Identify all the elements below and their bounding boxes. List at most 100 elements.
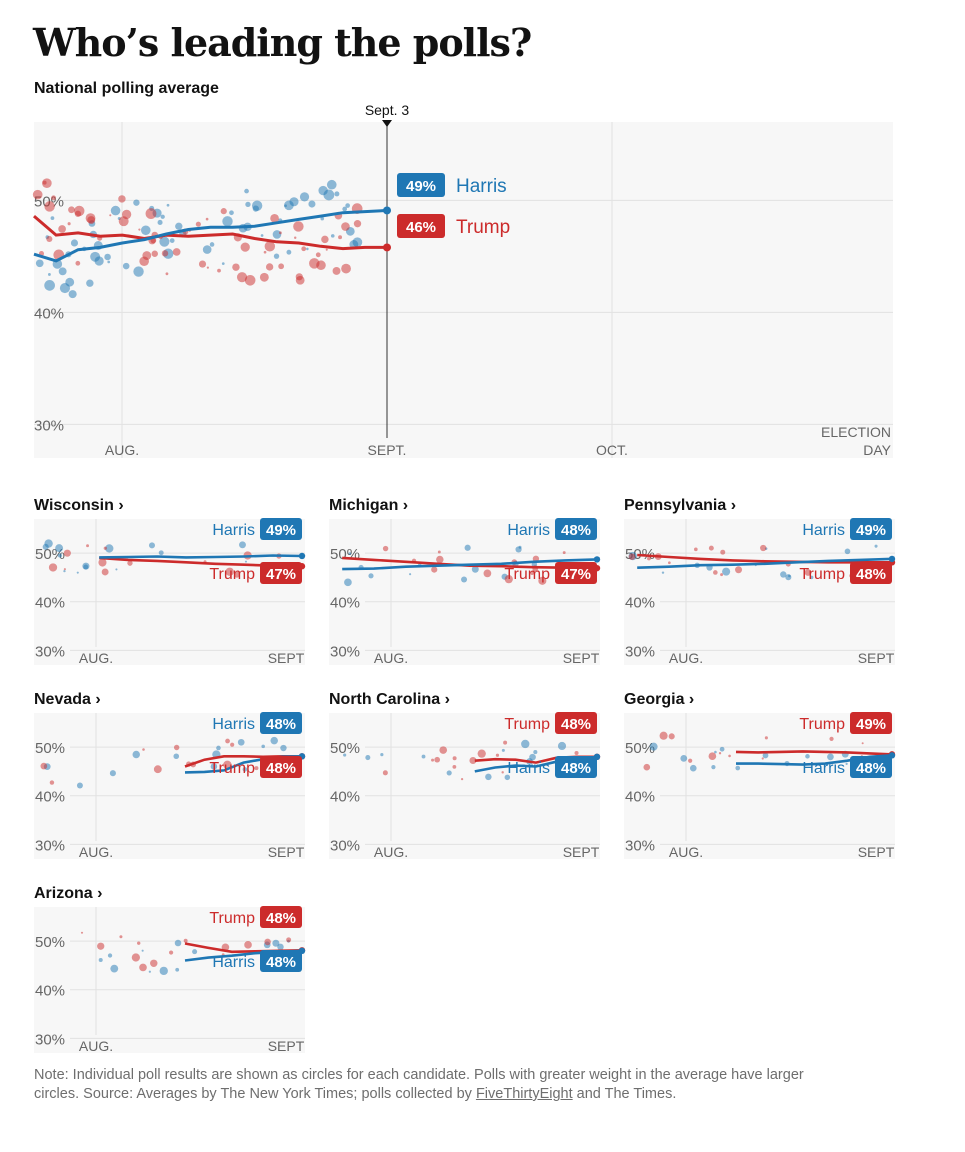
- harris-poll-dot: [229, 210, 234, 216]
- harris-poll-dot: [86, 279, 94, 287]
- trump-poll-dot: [151, 250, 158, 257]
- trump-value-label: 48%: [856, 566, 886, 583]
- harris-poll-dot: [277, 943, 284, 951]
- panel-title-wisconsin[interactable]: Wisconsin ›: [34, 497, 124, 514]
- harris-poll-dot: [446, 770, 452, 776]
- trump-poll-dot: [265, 263, 274, 271]
- harris-poll-dot: [464, 544, 471, 551]
- panel-title-michigan[interactable]: Michigan ›: [329, 497, 409, 514]
- y-tick-label: 50%: [625, 740, 655, 757]
- trump-poll-dot: [198, 260, 207, 268]
- x-tick-label: OCT.: [596, 442, 628, 458]
- harris-poll-dot: [90, 251, 101, 262]
- trump-value-badge: [850, 712, 892, 734]
- panel-wisconsin[interactable]: Wisconsin › 30% 40% 50% AUG. SEPT 49% Harris 47…: [34, 497, 309, 669]
- panel-title-nevada[interactable]: Nevada ›: [34, 691, 101, 708]
- panel-title-georgia[interactable]: Georgia ›: [624, 691, 695, 708]
- harris-value-badge: [850, 518, 892, 540]
- harris-name-label: Harris: [802, 760, 845, 777]
- x-tick-label: AUG.: [374, 844, 408, 860]
- panel-arizona[interactable]: Arizona › 30% 40% 50% AUG. SEPT 48% Trump 48% Ha…: [34, 885, 309, 1057]
- trump-name-label: Trump: [209, 910, 255, 927]
- trump-poll-dot: [240, 242, 250, 252]
- harris-poll-dot: [326, 179, 337, 190]
- panel-pennsylvania[interactable]: Pennsylvania › 30% 40% 50% AUG. SEPT 49% Harri…: [624, 497, 899, 669]
- harris-average-line: [342, 558, 598, 571]
- trump-value-label: 47%: [266, 566, 296, 583]
- harris-value-label: 49%: [266, 522, 296, 539]
- harris-value-label: 49%: [406, 178, 436, 195]
- panel-title-arizona[interactable]: Arizona ›: [34, 885, 103, 902]
- harris-value-label: 48%: [856, 760, 886, 777]
- harris-poll-dot: [242, 767, 248, 772]
- panel-michigan[interactable]: Michigan › 30% 40% 50% AUG. SEPT 48% Harris 47%…: [329, 497, 604, 669]
- harris-poll-dot: [521, 739, 530, 749]
- harris-poll-dot: [76, 571, 79, 574]
- nevada-chart: 30% 40% 50% AUG. SEPT 48% Harris 48% Trump: [34, 712, 306, 860]
- trump-poll-dot: [647, 556, 651, 561]
- harris-poll-dot: [157, 219, 163, 225]
- trump-poll-dot: [86, 544, 89, 548]
- harris-poll-dot: [57, 553, 63, 558]
- harris-name-label: Harris: [507, 760, 550, 777]
- panel-title-pennsylvania[interactable]: Pennsylvania ›: [624, 497, 737, 514]
- trump-name-label: Trump: [799, 566, 845, 583]
- panel-title-north-carolina[interactable]: North Carolina ›: [329, 691, 450, 708]
- harris-name-label: Harris: [212, 954, 255, 971]
- harris-poll-dot: [76, 782, 83, 789]
- trump-poll-dot: [574, 750, 579, 756]
- y-tick-label: 40%: [35, 983, 65, 1000]
- trump-value-badge: [555, 562, 597, 584]
- x-tick-word: DAY: [863, 442, 891, 458]
- trump-poll-dot: [80, 931, 84, 934]
- harris-poll-dot: [209, 242, 215, 247]
- trump-poll-dot: [97, 942, 105, 950]
- harris-poll-dot: [148, 542, 156, 549]
- trump-poll-dot: [101, 568, 109, 576]
- harris-poll-dot: [245, 201, 251, 208]
- harris-value-badge: [555, 756, 597, 778]
- trump-poll-dot: [332, 267, 341, 275]
- harris-poll-dot: [280, 744, 287, 752]
- harris-poll-dot: [342, 206, 348, 212]
- trump-poll-dot: [220, 208, 227, 215]
- trump-name-label: Trump: [209, 760, 255, 777]
- y-tick-label: 50%: [35, 740, 65, 757]
- trump-poll-dot: [286, 937, 292, 943]
- harris-value-label: 48%: [561, 760, 591, 777]
- panel-nevada[interactable]: Nevada › 30% 40% 50% AUG. SEPT 48% Harris 48% Tr…: [34, 691, 309, 863]
- y-tick-label: 30%: [35, 837, 65, 854]
- trump-poll-dot: [309, 258, 320, 269]
- trump-poll-dot: [659, 731, 668, 740]
- y-tick-label: 30%: [35, 1031, 65, 1048]
- harris-value-label: 48%: [266, 716, 296, 733]
- harris-poll-dot: [323, 189, 335, 201]
- arizona-chart: 30% 40% 50% AUG. SEPT 48% Trump 48% Harris: [34, 906, 306, 1054]
- y-tick-label: 50%: [330, 546, 360, 563]
- trump-poll-dot: [173, 744, 180, 751]
- trump-poll-dot: [233, 571, 240, 578]
- trump-poll-dot: [562, 551, 566, 555]
- x-tick-label: SEPT: [268, 650, 305, 666]
- fivethirtyeight-link[interactable]: FiveThirtyEight: [475, 1086, 573, 1102]
- harris-poll-dot: [107, 260, 111, 264]
- x-tick-word: ELECTION: [821, 424, 891, 440]
- x-tick-label: AUG.: [374, 650, 408, 666]
- trump-poll-dot: [244, 941, 252, 949]
- harris-poll-dot: [58, 267, 67, 276]
- trump-poll-dot: [382, 770, 388, 776]
- harris-value-label: 49%: [856, 522, 886, 539]
- panel-georgia[interactable]: Georgia › 30% 40% 50% AUG. SEPT 49% Trump 48% Ha…: [624, 691, 899, 863]
- y-tick-label: 30%: [330, 643, 360, 660]
- trump-poll-dot: [49, 780, 55, 785]
- trump-end-dot: [383, 243, 391, 252]
- michigan-chart: 30% 40% 50% AUG. SEPT 48% Harris 47% Trump: [329, 518, 601, 666]
- trump-poll-dot: [259, 272, 269, 282]
- harris-poll-dot: [244, 188, 249, 194]
- x-tick-label: SEPT: [858, 844, 895, 860]
- trump-poll-dot: [431, 566, 438, 573]
- trump-poll-dot: [230, 742, 235, 747]
- trump-poll-dot: [341, 222, 350, 231]
- panel-north-carolina[interactable]: North Carolina › 30% 40% 50% AUG. SEPT 48% Tru…: [329, 691, 604, 863]
- harris-average-line: [99, 554, 303, 559]
